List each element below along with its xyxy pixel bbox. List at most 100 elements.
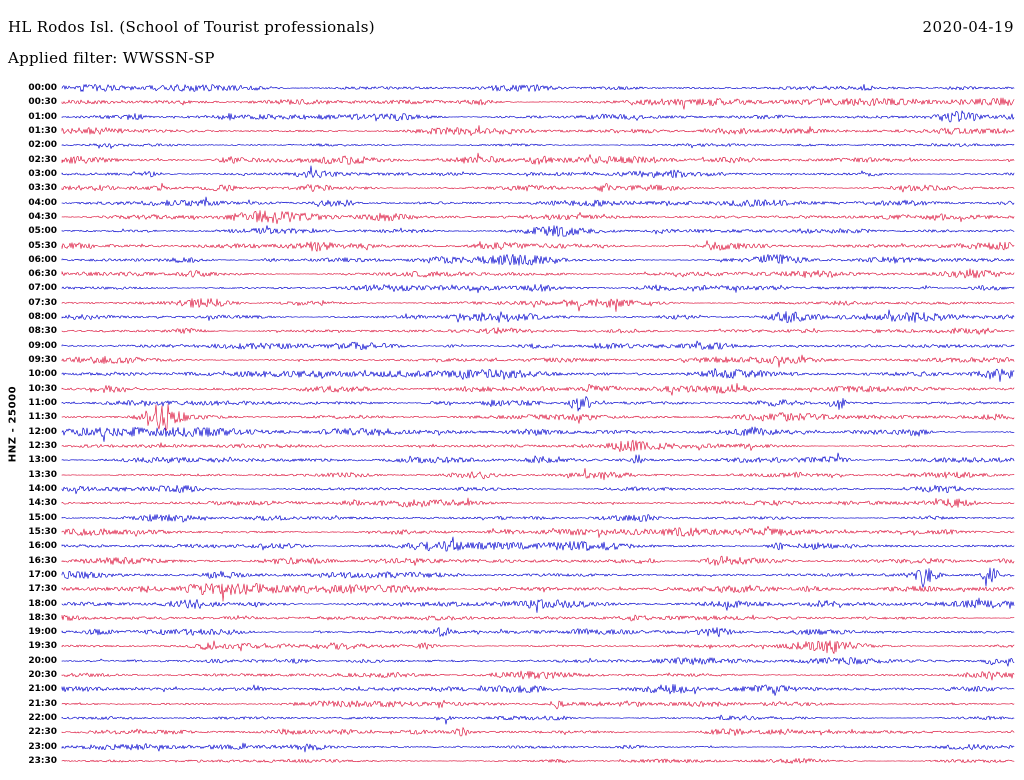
trace-time-label: 23:30 [28,756,57,767]
waveform-trace [61,143,1015,150]
trace-time-label: 14:00 [28,483,57,494]
trace-time-label: 10:30 [28,383,57,394]
trace-time-label: 21:00 [28,684,57,695]
waveform-trace [61,714,1015,725]
trace-time-label: 14:30 [28,498,57,509]
waveform-trace [61,297,1015,312]
waveform-trace [61,758,1015,764]
waveform-trace [61,684,1015,697]
waveform-trace [61,513,1015,523]
trace-time-label: 13:30 [28,469,57,480]
waveform-trace [61,340,1015,350]
waveform-trace [61,368,1015,383]
waveform-trace [61,225,1015,237]
station-title: HL Rodos Isl. (School of Tourist profess… [8,18,375,36]
waveform-trace [61,597,1015,613]
waveform-trace [61,396,1015,412]
trace-time-label: 08:00 [28,312,57,323]
waveform-trace [61,742,1015,753]
trace-time-label: 10:00 [28,369,57,380]
waveform-trace [61,614,1015,622]
waveform-trace [61,327,1015,336]
waveform-trace [61,97,1015,110]
waveform-trace [61,210,1015,224]
waveform-trace [61,183,1015,193]
trace-time-label: 19:00 [28,627,57,638]
trace-time-label: 11:30 [28,412,57,423]
trace-time-label: 18:00 [28,598,57,609]
trace-time-label: 01:30 [28,125,57,136]
trace-time-label: 09:30 [28,355,57,366]
waveform-trace [61,125,1015,136]
waveform-trace [61,452,1015,464]
waveform-trace [61,239,1015,252]
trace-time-label: 03:30 [28,183,57,194]
trace-time-label: 16:30 [28,555,57,566]
waveform-trace [61,484,1015,495]
trace-time-label: 23:00 [28,741,57,752]
waveform-trace [61,404,1015,432]
waveform-trace [61,354,1015,368]
waveform-trace [61,555,1015,566]
trace-time-label: 03:00 [28,168,57,179]
trace-time-label: 22:00 [28,713,57,724]
trace-time-label: 09:00 [28,340,57,351]
trace-time-label: 18:30 [28,612,57,623]
waveform-trace [61,670,1015,681]
waveform-trace [61,110,1015,123]
trace-time-label: 07:00 [28,283,57,294]
trace-time-label: 22:30 [28,727,57,738]
waveform-trace [61,699,1015,710]
waveform-trace [61,627,1015,638]
trace-time-label: 20:30 [28,670,57,681]
waveform-trace [61,426,1015,442]
waveform-trace [61,525,1015,538]
waveform-trace [61,583,1015,602]
trace-time-label: 02:00 [28,140,57,151]
trace-time-label: 15:30 [28,526,57,537]
waveform-trace [61,536,1015,552]
trace-time-label: 19:30 [28,641,57,652]
waveform-trace [61,196,1015,207]
trace-time-label: 04:30 [28,211,57,222]
waveform-trace [61,439,1015,453]
trace-time-label: 08:30 [28,326,57,337]
waveform-trace [61,656,1015,667]
trace-time-label: 15:00 [28,512,57,523]
trace-time-label: 04:00 [28,197,57,208]
waveform-trace [61,165,1015,179]
waveform-trace [61,83,1015,92]
waveform-trace [61,567,1015,588]
trace-time-label: 06:00 [28,254,57,265]
trace-time-label: 05:00 [28,226,57,237]
trace-time-label: 02:30 [28,154,57,165]
trace-time-label: 01:00 [28,111,57,122]
waveform-trace [61,467,1015,480]
trace-time-label: 11:00 [28,398,57,409]
trace-time-label: 16:00 [28,541,57,552]
trace-time-label: 07:30 [28,297,57,308]
trace-time-label: 05:30 [28,240,57,251]
trace-time-label: 17:30 [28,584,57,595]
waveform-trace [61,284,1015,294]
trace-time-label: 12:00 [28,426,57,437]
waveform-trace [61,382,1015,396]
report-date: 2020-04-19 [922,18,1014,36]
trace-time-label: 21:30 [28,698,57,709]
waveform-trace [61,640,1015,655]
waveform-trace [61,152,1015,165]
trace-time-label: 20:00 [28,655,57,666]
filter-label: Applied filter: WWSSN-SP [8,49,215,67]
waveform-trace [61,727,1015,737]
trace-time-label: 00:30 [28,97,57,108]
trace-time-label: 00:00 [28,83,57,93]
trace-time-label: 12:30 [28,441,57,451]
trace-time-label: 13:00 [28,455,57,466]
waveform-trace [61,253,1015,266]
waveform-trace [61,309,1015,324]
waveform-trace [61,268,1015,279]
trace-time-label: 06:30 [28,269,57,280]
trace-time-label: 17:00 [28,569,57,580]
waveform-trace [61,497,1015,508]
